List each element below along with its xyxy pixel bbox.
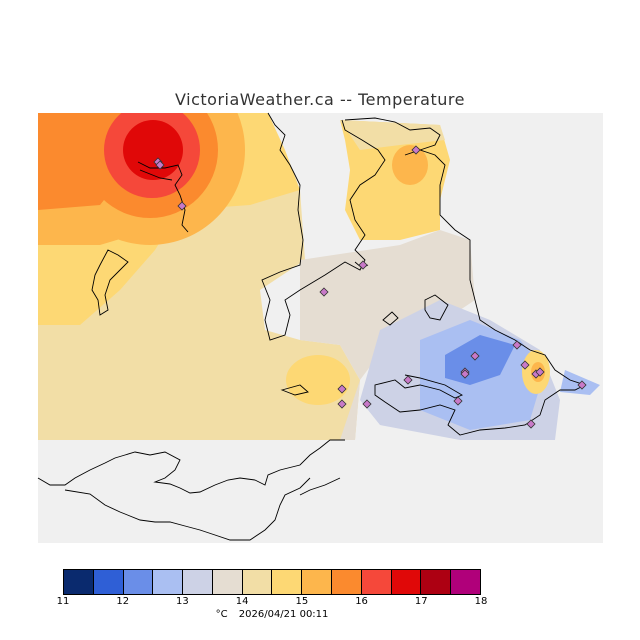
station-marker[interactable] [470,351,480,361]
station-marker[interactable] [512,340,522,350]
field-ne-orange [392,145,428,185]
station-marker[interactable] [577,380,587,390]
station-marker[interactable] [520,360,530,370]
station-marker[interactable] [460,369,470,379]
colorbar-swatch [93,570,124,594]
colorbar-tick-label: 16 [355,596,368,607]
station-marker[interactable] [453,396,463,406]
colorbar-tick-label: 18 [474,596,488,607]
field-nw-17b [38,113,120,210]
colorbar-swatch [391,570,422,594]
station-marker[interactable] [337,384,347,394]
colorbar-swatch [332,570,362,594]
outside-data-water [38,440,330,543]
field-blob-center [286,355,350,405]
field-ne [340,120,450,240]
station-marker[interactable] [358,260,368,270]
colorbar-swatch [421,570,452,594]
colorbar-tick-label: 15 [295,596,309,607]
colorbar-ticks: 11 12 13 14 15 16 17 18 [57,596,488,610]
colorbar-swatch [451,570,480,594]
colorbar-tick-label: 13 [176,596,189,607]
colorbar-swatch [242,570,273,594]
station-marker[interactable] [155,160,165,170]
station-marker[interactable] [337,399,347,409]
station-marker[interactable] [362,399,372,409]
colorbar-swatch [212,570,243,594]
colorbar-caption: °C 2026/04/21 00:11 [0,609,544,620]
station-markers[interactable] [153,145,587,429]
colorbar-swatch [123,570,154,594]
station-marker[interactable] [403,375,413,385]
unit-label: °C [215,609,228,620]
temperature-colorbar [63,569,481,595]
colorbar-tick-label: 17 [414,596,428,607]
colorbar-tick-label: 12 [116,596,130,607]
station-marker[interactable] [411,145,421,155]
colorbar-swatch [272,570,303,594]
station-marker[interactable] [319,287,329,297]
colorbar-swatch [302,570,333,594]
colorbar-tick-label: 11 [56,596,70,607]
station-marker[interactable] [535,367,545,377]
colorbar-swatch [361,570,392,594]
temperature-field [38,113,600,543]
map-title: VictoriaWeather.ca -- Temperature [175,90,465,109]
colorbar-tick-label: 14 [235,596,249,607]
station-marker[interactable] [526,419,536,429]
colorbar-swatch [64,570,94,594]
field-nw-19 [123,120,183,180]
colorbar-swatch [183,570,213,594]
timestamp: 2026/04/21 00:11 [238,609,329,620]
station-marker[interactable] [177,201,187,211]
colorbar-swatch [153,570,184,594]
